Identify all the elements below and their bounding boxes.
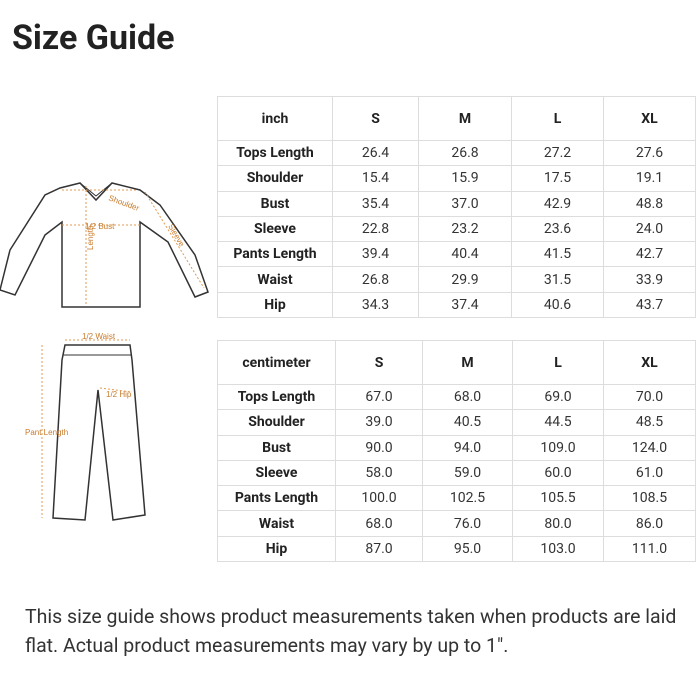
cell: 34.3 [332,291,419,319]
row-label: Hip [217,535,336,563]
cell: 15.9 [418,165,512,192]
cell: 105.5 [512,485,604,512]
cell: 40.5 [422,409,513,436]
cell: 87.0 [335,535,423,563]
cell: 59.0 [422,459,513,487]
cell: 69.0 [512,383,604,411]
size-table: inch S M L XL Tops Length 26.4 26.8 27.2 27.6 Shou… [217,96,696,319]
cell: 29.9 [418,266,512,293]
header-cell: M [422,340,513,385]
row-label: Shoulder [217,409,336,436]
cell: 86.0 [603,510,696,537]
cell: 26.4 [332,139,419,167]
cell: 40.4 [418,241,512,268]
cell: 41.5 [511,241,604,268]
cell: 100.0 [335,485,423,512]
row-label: Tops Length [217,383,336,411]
cell: 58.0 [335,459,423,487]
illustration: Shoulder 1/2 Bust Length Sleeve 1/2 Wais… [0,182,209,521]
cell: 95.0 [422,535,513,563]
cell: 76.0 [422,510,513,537]
header-cell: S [335,340,423,385]
header-cell: XL [603,96,696,141]
size-table: centimeter S M L XL Tops Length 67.0 68.0 69.0 70… [217,340,696,563]
cell: 23.6 [511,215,604,243]
cell: 67.0 [335,383,423,411]
cell: 37.4 [418,291,512,319]
cell: 70.0 [603,383,696,411]
cell: 48.8 [603,190,696,217]
header-cell: M [418,96,512,141]
cell: 35.4 [332,190,419,217]
shirt-collar [79,182,113,197]
pants-outline [52,344,146,521]
cell: 111.0 [603,535,696,563]
header-cell: L [512,340,604,385]
row-label: Sleeve [217,215,333,243]
cell: 109.0 [512,434,604,461]
cell: 94.0 [422,434,513,461]
row-label: Waist [217,266,333,293]
cell: 103.0 [512,535,604,563]
header-cell: S [332,96,419,141]
label-waist: 1/2 Waist [82,332,116,341]
cell: 42.7 [603,241,696,268]
cell: 27.6 [603,139,696,167]
row-label: Pants Length [217,485,336,512]
cell: 60.0 [512,459,604,487]
cell: 108.5 [603,485,696,512]
cell: 37.0 [418,190,512,217]
header-cell: L [511,96,604,141]
header-cell: centimeter [217,340,336,385]
cell: 33.9 [603,266,696,293]
label-hip: 1/2 Hip [106,390,132,399]
cell: 80.0 [512,510,604,537]
cell: 61.0 [603,459,696,487]
cell: 26.8 [332,266,419,293]
label-length: Length [86,226,95,250]
cell: 26.8 [418,139,512,167]
cell: 39.4 [332,241,419,268]
cell: 23.2 [418,215,512,243]
row-label: Hip [217,291,333,319]
row-label: Tops Length [217,139,333,167]
footer-note: This size guide shows product measuremen… [25,605,677,657]
cell: 68.0 [335,510,423,537]
label-bust: 1/2 Bust [85,222,115,231]
cell: 68.0 [422,383,513,411]
shirt-outline [0,182,209,308]
cell: 31.5 [511,266,604,293]
cell: 17.5 [511,165,604,192]
row-label: Pants Length [217,241,333,268]
cell: 42.9 [511,190,604,217]
cell: 44.5 [512,409,604,436]
row-label: Shoulder [217,165,333,192]
cell: 22.8 [332,215,419,243]
row-label: Waist [217,510,336,537]
row-label: Bust [217,190,333,217]
title: Size Guide [12,18,175,58]
header-cell: XL [603,340,696,385]
label-pant-length: Pant Length [25,428,68,437]
row-label: Bust [217,434,336,461]
cell: 24.0 [603,215,696,243]
cell: 39.0 [335,409,423,436]
cell: 48.5 [603,409,696,436]
cell: 15.4 [332,165,419,192]
cell: 27.2 [511,139,604,167]
cell: 102.5 [422,485,513,512]
cell: 124.0 [603,434,696,461]
cell: 19.1 [603,165,696,192]
cell: 40.6 [511,291,604,319]
header-cell: inch [217,96,333,141]
cell: 43.7 [603,291,696,319]
row-label: Sleeve [217,459,336,487]
cell: 90.0 [335,434,423,461]
label-shoulder: Shoulder [107,193,140,213]
